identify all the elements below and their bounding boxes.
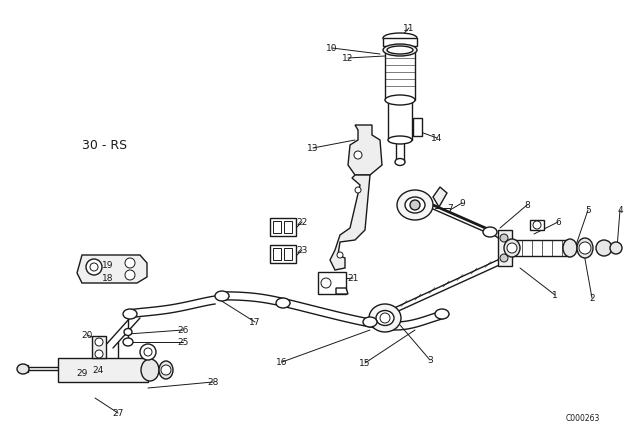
Text: 23: 23 bbox=[296, 246, 308, 254]
Text: C000263: C000263 bbox=[566, 414, 600, 422]
Circle shape bbox=[95, 338, 103, 346]
Ellipse shape bbox=[397, 190, 433, 220]
Circle shape bbox=[161, 365, 171, 375]
Circle shape bbox=[140, 344, 156, 360]
Polygon shape bbox=[498, 230, 512, 266]
Text: 11: 11 bbox=[403, 23, 415, 33]
Text: 9: 9 bbox=[459, 198, 465, 207]
Circle shape bbox=[86, 259, 102, 275]
Circle shape bbox=[500, 234, 508, 242]
Polygon shape bbox=[348, 125, 382, 175]
Bar bbox=[284, 221, 292, 233]
Circle shape bbox=[596, 240, 612, 256]
Text: 28: 28 bbox=[207, 378, 219, 387]
Ellipse shape bbox=[385, 95, 415, 105]
Ellipse shape bbox=[435, 309, 449, 319]
Text: 10: 10 bbox=[326, 43, 338, 52]
Text: 5: 5 bbox=[585, 206, 591, 215]
Polygon shape bbox=[77, 255, 147, 283]
Text: 6: 6 bbox=[555, 217, 561, 227]
Ellipse shape bbox=[363, 317, 377, 327]
Bar bbox=[273, 221, 281, 233]
Ellipse shape bbox=[383, 44, 417, 56]
Circle shape bbox=[125, 258, 135, 268]
Ellipse shape bbox=[17, 364, 29, 374]
Ellipse shape bbox=[123, 309, 137, 319]
Text: 30 - RS: 30 - RS bbox=[83, 138, 127, 151]
Text: 2: 2 bbox=[589, 293, 595, 302]
Text: 29: 29 bbox=[76, 369, 88, 378]
Text: 13: 13 bbox=[307, 143, 319, 152]
Text: 19: 19 bbox=[102, 260, 114, 270]
Text: 18: 18 bbox=[102, 273, 114, 283]
Circle shape bbox=[90, 263, 98, 271]
Text: 24: 24 bbox=[92, 366, 104, 375]
Ellipse shape bbox=[395, 159, 405, 165]
Polygon shape bbox=[413, 118, 422, 136]
Text: 17: 17 bbox=[249, 318, 260, 327]
Bar bbox=[270, 245, 296, 263]
Ellipse shape bbox=[405, 197, 425, 213]
Polygon shape bbox=[530, 220, 544, 230]
Polygon shape bbox=[330, 175, 370, 270]
Ellipse shape bbox=[215, 291, 229, 301]
Circle shape bbox=[380, 313, 390, 323]
Ellipse shape bbox=[124, 328, 132, 336]
Circle shape bbox=[507, 243, 517, 253]
Circle shape bbox=[125, 270, 135, 280]
Circle shape bbox=[533, 221, 541, 229]
Ellipse shape bbox=[387, 46, 413, 54]
Text: 14: 14 bbox=[431, 134, 443, 142]
Bar bbox=[284, 248, 292, 260]
Circle shape bbox=[144, 348, 152, 356]
Circle shape bbox=[500, 254, 508, 262]
Bar bbox=[273, 248, 281, 260]
Text: 12: 12 bbox=[342, 53, 354, 63]
Bar bbox=[383, 38, 417, 46]
Bar bbox=[58, 358, 148, 382]
Text: 25: 25 bbox=[177, 337, 189, 346]
Circle shape bbox=[579, 242, 591, 254]
Ellipse shape bbox=[159, 361, 173, 379]
Text: 27: 27 bbox=[112, 409, 124, 418]
Ellipse shape bbox=[123, 338, 133, 346]
Text: 22: 22 bbox=[296, 217, 308, 227]
Text: 8: 8 bbox=[524, 201, 530, 210]
Text: 21: 21 bbox=[348, 273, 358, 283]
Text: 16: 16 bbox=[276, 358, 288, 366]
Text: 4: 4 bbox=[617, 206, 623, 215]
Bar bbox=[270, 218, 296, 236]
Text: 7: 7 bbox=[447, 203, 453, 212]
Ellipse shape bbox=[141, 359, 159, 381]
Ellipse shape bbox=[483, 227, 497, 237]
Circle shape bbox=[610, 242, 622, 254]
Text: 1: 1 bbox=[552, 290, 558, 300]
Text: 20: 20 bbox=[81, 331, 93, 340]
Ellipse shape bbox=[388, 136, 412, 144]
Ellipse shape bbox=[577, 238, 593, 258]
Ellipse shape bbox=[563, 239, 577, 257]
Bar bbox=[318, 272, 346, 294]
Circle shape bbox=[354, 151, 362, 159]
Bar bbox=[92, 336, 106, 358]
Ellipse shape bbox=[376, 310, 394, 326]
Circle shape bbox=[410, 200, 420, 210]
Polygon shape bbox=[336, 288, 348, 294]
Ellipse shape bbox=[276, 298, 290, 308]
Ellipse shape bbox=[383, 33, 417, 43]
Text: 15: 15 bbox=[359, 358, 371, 367]
Ellipse shape bbox=[369, 304, 401, 332]
Circle shape bbox=[337, 252, 343, 258]
Ellipse shape bbox=[504, 239, 520, 257]
Text: 3: 3 bbox=[427, 356, 433, 365]
Polygon shape bbox=[433, 187, 447, 207]
Circle shape bbox=[321, 278, 331, 288]
Text: 26: 26 bbox=[177, 326, 189, 335]
Circle shape bbox=[95, 350, 103, 358]
Circle shape bbox=[355, 187, 361, 193]
